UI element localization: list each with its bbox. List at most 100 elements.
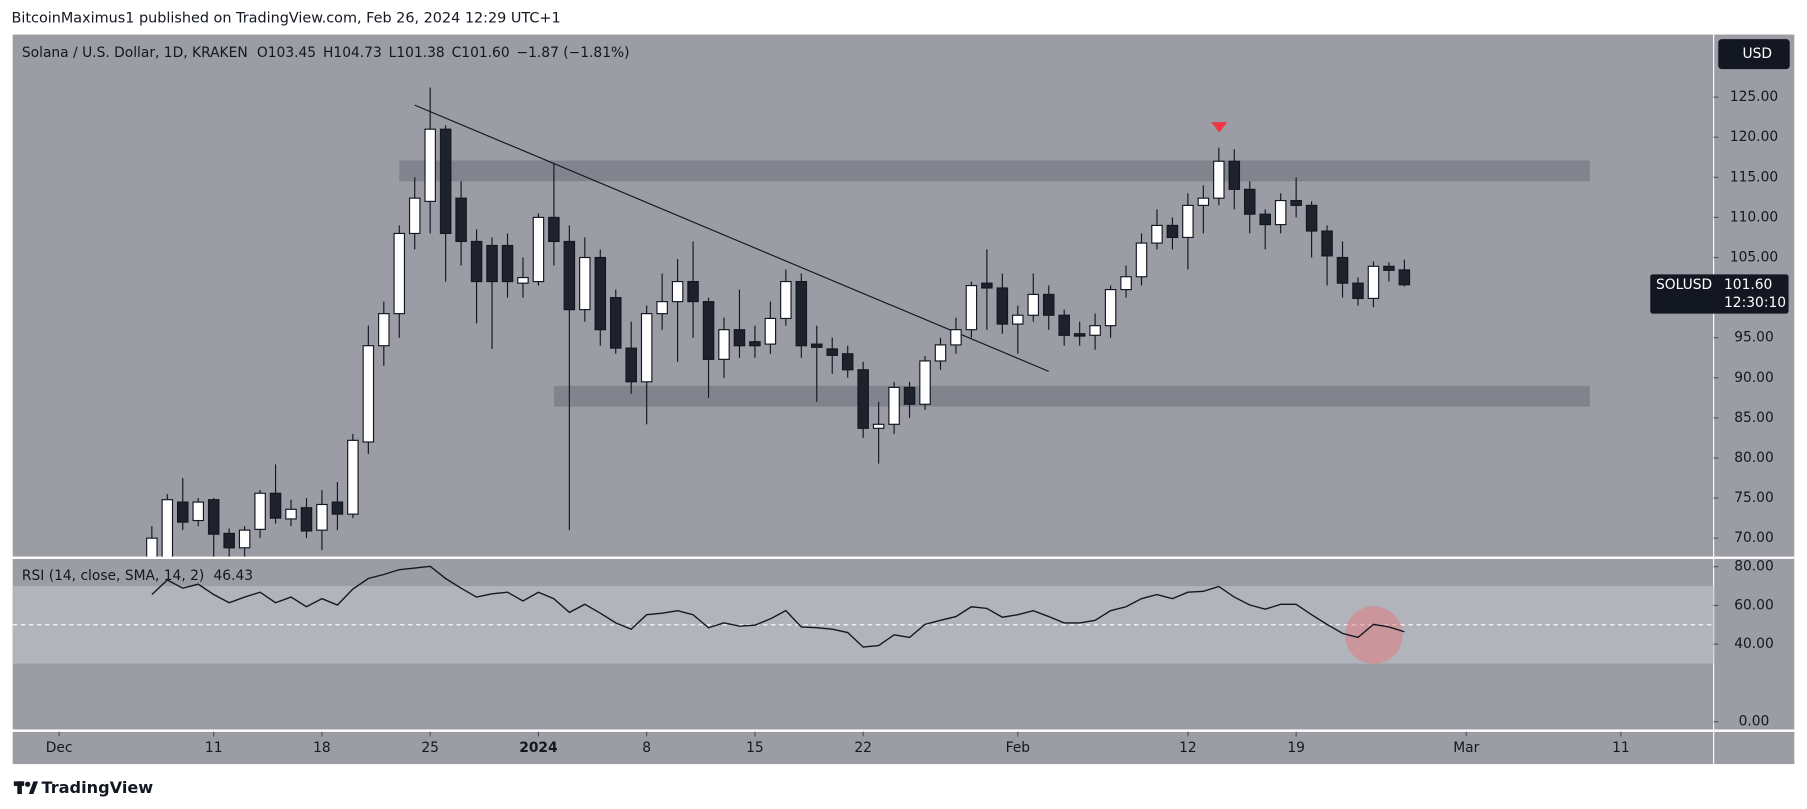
candle-body (903, 386, 916, 405)
candle-body (1352, 282, 1364, 299)
legend-value: 104.73 (333, 45, 381, 61)
candle-body (1398, 269, 1411, 286)
candle-body (687, 280, 699, 303)
candle-body (1321, 230, 1333, 257)
candle-body (316, 503, 328, 531)
top-marker (1211, 122, 1228, 133)
y-tick-label: 75.00 (1734, 490, 1774, 506)
candle-body (1042, 293, 1055, 316)
price-tag-value: 101.60 (1724, 277, 1772, 293)
y-tick-label: 115.00 (1730, 169, 1778, 185)
symbol: Solana / U.S. Dollar, 1D, KRAKEN (22, 45, 248, 61)
candle-body (517, 276, 529, 284)
logo-part (25, 781, 31, 787)
rsi-value: 46.43 (214, 568, 254, 584)
x-tick-label: Mar (1453, 740, 1479, 756)
candle-body (656, 301, 668, 315)
candle-body (532, 216, 545, 283)
candle-body (455, 197, 467, 243)
y-tick-label: 95.00 (1734, 330, 1774, 346)
logo-part (28, 781, 39, 795)
candle-body (1197, 197, 1210, 206)
candle-body (609, 297, 622, 349)
price-axis (1713, 34, 1795, 730)
candle-body (146, 537, 158, 557)
legend-change: −1.87 (−1.81%) (517, 45, 630, 61)
rsi-title: RSI (14, close, SMA, 14, 2) (22, 568, 204, 584)
candle-body (1151, 224, 1163, 244)
candle-body (811, 343, 823, 348)
date-axis (12, 731, 1795, 765)
currency-button[interactable] (1718, 39, 1790, 70)
candle-body (764, 317, 777, 345)
legend-key: C (452, 45, 462, 61)
candle-body (919, 360, 931, 405)
candle-body (300, 507, 313, 532)
x-tick-label: 18 (313, 740, 331, 756)
candle-body (1228, 160, 1241, 190)
footer-brand: TradingView (41, 778, 153, 797)
candle-body (1027, 293, 1040, 316)
rsi-line (151, 565, 1405, 648)
candle-body (548, 216, 560, 243)
y-tick-label: 105.00 (1730, 250, 1778, 266)
price-tag-symbol: SOLUSD (1656, 277, 1712, 293)
candle-body (965, 284, 978, 331)
highlight-circle (1344, 606, 1403, 664)
currency-label[interactable]: USD (1742, 46, 1772, 62)
candle-body (749, 341, 761, 347)
trendline (414, 104, 1049, 372)
candle-body (223, 532, 235, 549)
candle-body (1058, 314, 1070, 336)
candle-body (161, 499, 174, 557)
candle-body (269, 492, 282, 519)
candle-body (238, 529, 251, 549)
candle-body (841, 353, 854, 371)
candle-body (424, 128, 436, 202)
candle-body (702, 301, 715, 360)
logo-part (17, 781, 22, 795)
candle-body (780, 280, 792, 320)
candle-body (1290, 199, 1302, 206)
candle-body (1120, 276, 1132, 291)
rsi-y-tick-label: 40.00 (1734, 636, 1774, 652)
candle-body (996, 287, 1009, 325)
rsi-y-tick-label: 0.00 (1739, 714, 1770, 730)
candle-body (1213, 160, 1225, 199)
candle-body (795, 280, 808, 347)
legend-value: 101.38 (396, 45, 444, 61)
symbol-legend: Solana / U.S. Dollar, 1D, KRAKEN O103.45 H… (22, 45, 630, 61)
candle-body (1305, 204, 1318, 232)
legend-key: L (389, 45, 397, 61)
candle-body (826, 348, 839, 356)
x-tick-label: 12 (1179, 740, 1197, 756)
x-tick-label: Dec (46, 740, 73, 756)
candle-body (439, 128, 452, 235)
candle-body (393, 232, 406, 315)
price-pane (12, 34, 1714, 557)
x-tick-label: 22 (854, 740, 872, 756)
footer-logo (13, 781, 39, 795)
candle-body (177, 501, 189, 523)
candle-body (1166, 224, 1179, 239)
y-tick-label: 125.00 (1730, 89, 1778, 105)
candle-body (733, 329, 746, 347)
candle-body (950, 329, 962, 346)
candle-body (285, 508, 297, 520)
candle-body (718, 329, 730, 360)
candle-body (1182, 204, 1194, 239)
candle-body (625, 347, 637, 383)
candle-body (857, 369, 869, 429)
x-tick-label: Feb (1006, 740, 1031, 756)
candle-body (1259, 213, 1271, 226)
x-tick-label: 11 (1612, 740, 1630, 756)
candle-body (254, 492, 266, 530)
x-tick-label: 15 (746, 740, 764, 756)
x-tick-label: 8 (642, 740, 651, 756)
x-tick-label: 2024 (519, 740, 557, 756)
candle-body (1104, 289, 1117, 327)
candle-body (1336, 256, 1349, 284)
candle-body (1383, 265, 1395, 271)
candle-body (470, 240, 483, 283)
